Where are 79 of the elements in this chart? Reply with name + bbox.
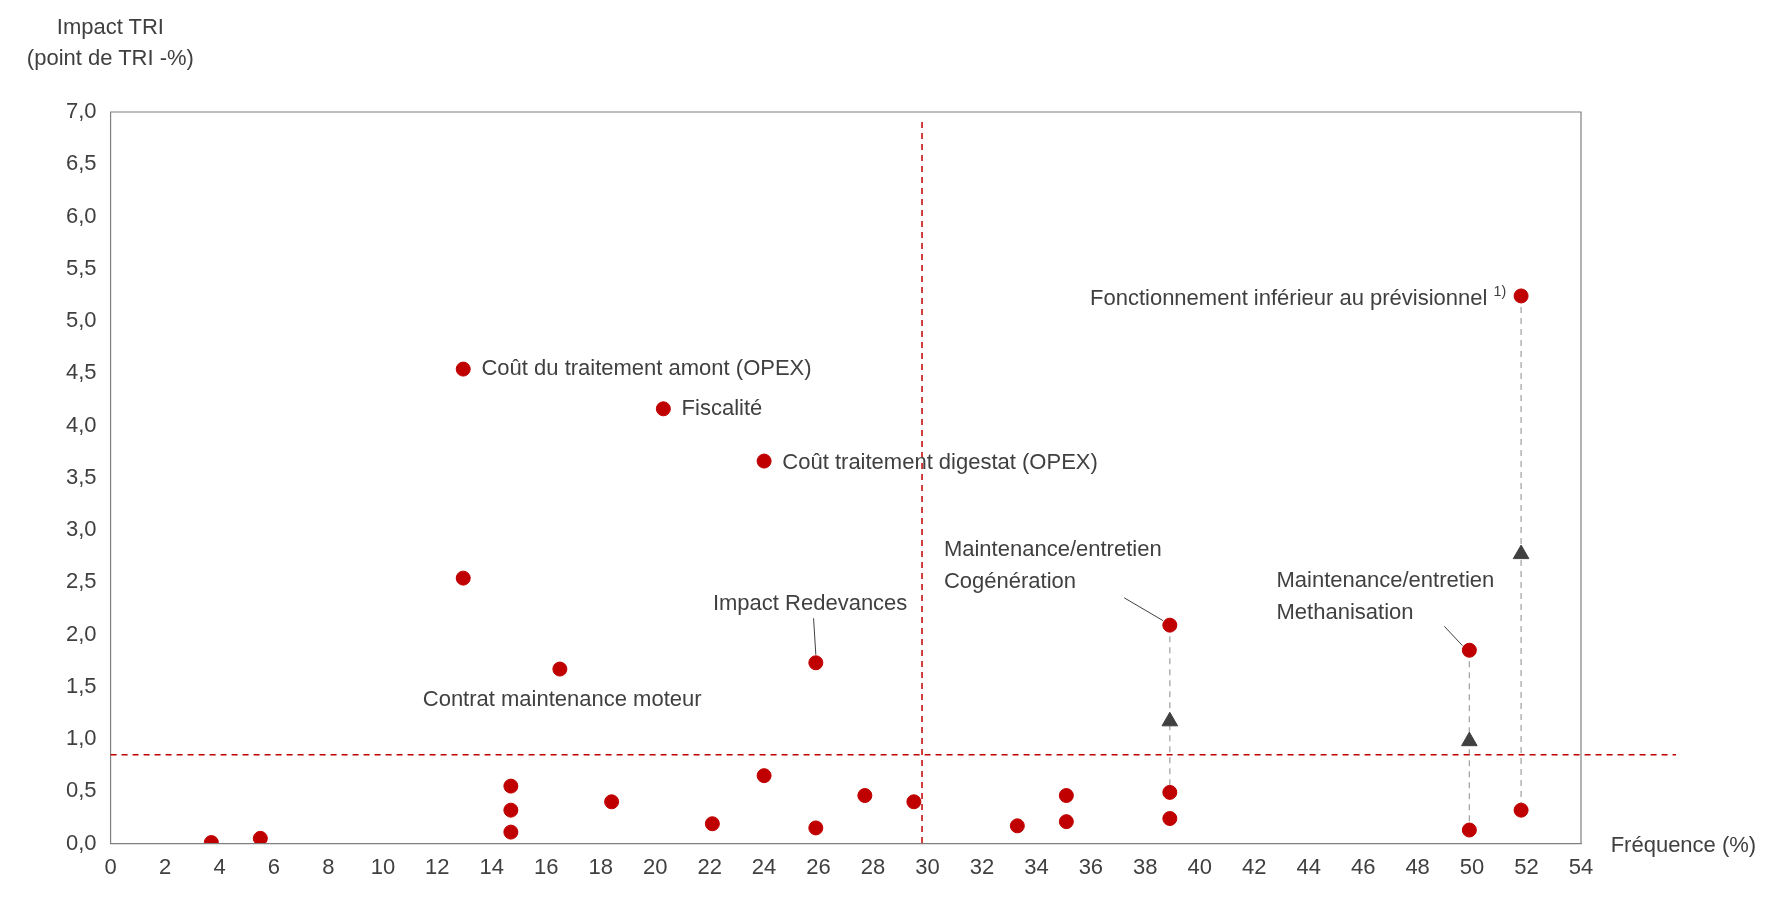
x-tick-label: 28 (860, 853, 886, 879)
y-tick-label: 3,5 (65, 463, 97, 489)
point (808, 820, 824, 836)
point (1513, 288, 1529, 304)
annotation: Coût du traitement amont (OPEX) (481, 355, 812, 381)
x-axis-title: Fréquence (%) (1610, 831, 1757, 857)
y-tick-label: 6,0 (65, 202, 97, 228)
y-tick-label: 6,5 (65, 150, 97, 176)
point (503, 802, 519, 818)
y-tick-label: 5,0 (65, 307, 97, 333)
point (1162, 811, 1178, 827)
x-tick-label: 14 (479, 853, 505, 879)
y-tick-label: 2,0 (65, 620, 97, 646)
y-tick-label: 1,0 (65, 725, 97, 751)
x-tick-label: 22 (697, 853, 722, 879)
point (455, 361, 471, 377)
x-tick-label: 26 (806, 853, 831, 879)
x-tick-label: 36 (1078, 853, 1104, 879)
point (906, 794, 922, 810)
annotation: Contrat maintenance moteur (422, 685, 702, 711)
x-tick-label: 46 (1350, 853, 1376, 879)
x-tick-label: 8 (322, 853, 335, 879)
point (252, 830, 268, 844)
point (503, 778, 519, 794)
annotation: Impact Redevances (712, 589, 908, 615)
annotation: Maintenance/entretien Methanisation (1276, 566, 1495, 624)
x-tick-label: 30 (915, 853, 940, 879)
point (1461, 822, 1477, 838)
point (1162, 617, 1178, 633)
point (455, 570, 471, 586)
x-tick-label: 16 (534, 853, 559, 879)
x-tick-label: 0 (104, 853, 117, 879)
x-tick-label: 52 (1514, 853, 1539, 879)
y-tick-label: 0,5 (65, 777, 97, 803)
x-tick-label: 38 (1133, 853, 1158, 879)
point (552, 661, 568, 677)
x-tick-label: 48 (1405, 853, 1430, 879)
x-tick-label: 12 (425, 853, 450, 879)
point (1513, 802, 1529, 818)
annotation: Fiscalité (681, 394, 763, 420)
x-tick-label: 34 (1024, 853, 1049, 879)
y-tick-label: 3,0 (65, 516, 97, 542)
x-tick-label: 10 (370, 853, 396, 879)
y-axis-title: Impact TRI (point de TRI -%) (26, 14, 194, 71)
x-tick-label: 24 (751, 853, 777, 879)
point (756, 453, 772, 469)
annotation: Maintenance/entretien Cogénération (943, 535, 1162, 593)
point (704, 816, 720, 832)
point (857, 788, 873, 804)
point (604, 794, 620, 810)
point (1009, 818, 1025, 834)
x-tick-label: 42 (1242, 853, 1267, 879)
y-tick-label: 2,5 (65, 568, 97, 594)
point (756, 768, 772, 784)
x-tick-label: 20 (642, 853, 668, 879)
x-tick-label: 4 (213, 853, 226, 879)
y-tick-label: 0,0 (65, 829, 97, 855)
y-tick-label: 4,0 (65, 411, 97, 437)
y-tick-label: 7,0 (65, 98, 97, 124)
point (1162, 784, 1178, 800)
x-tick-label: 6 (267, 853, 281, 879)
x-tick-label: 32 (969, 853, 995, 879)
x-tick-label: 2 (158, 853, 172, 879)
point (1461, 642, 1477, 658)
x-tick-label: 50 (1459, 853, 1485, 879)
y-tick-label: 4,5 (65, 359, 97, 385)
x-tick-label: 40 (1187, 853, 1213, 879)
y-tick-label: 1,5 (65, 672, 97, 698)
x-tick-label: 44 (1296, 853, 1321, 879)
x-tick-label: 54 (1568, 853, 1594, 879)
point (1058, 788, 1074, 804)
x-tick-label: 18 (588, 853, 613, 879)
annotation: Coût traitement digestat (OPEX) (782, 449, 1098, 475)
point (1058, 814, 1074, 830)
annotation: Fonctionnement inférieur au prévisionnel 1) (1089, 282, 1507, 311)
point (655, 401, 671, 417)
y-tick-label: 5,5 (65, 254, 97, 280)
point (808, 655, 824, 671)
point (503, 824, 519, 840)
